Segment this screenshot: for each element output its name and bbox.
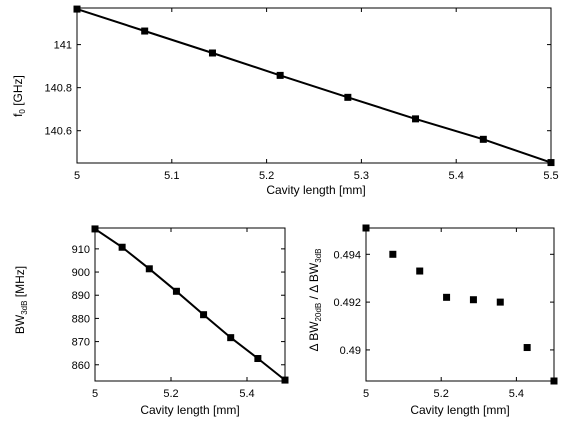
- bottom-right-y-axis-label: Δ BW20dB / Δ BW3dB: [307, 249, 323, 352]
- data-point-marker: [443, 293, 451, 301]
- x-tick-label: 5.2: [259, 170, 274, 182]
- bottom-left-x-axis-label: Cavity length [mm]: [140, 403, 239, 417]
- data-point-marker: [91, 225, 99, 233]
- data-point-marker: [344, 93, 352, 101]
- x-tick-label: 5.4: [509, 388, 524, 400]
- y-tick-label: 141: [54, 40, 72, 52]
- x-tick-label: 5: [363, 388, 369, 400]
- y-tick-label: 140.8: [44, 83, 72, 95]
- data-point-marker: [73, 5, 81, 13]
- top-y-axis-label: f0 [GHz]: [11, 75, 27, 117]
- top-x-axis-label: Cavity length [mm]: [266, 183, 365, 197]
- data-point-marker: [208, 49, 216, 57]
- data-point-marker: [276, 71, 284, 79]
- y-tick-label: 140.6: [44, 126, 72, 138]
- data-point-marker: [141, 27, 149, 35]
- x-tick-label: 5.3: [354, 170, 369, 182]
- y-tick-label: 910: [72, 244, 90, 256]
- data-point-marker: [523, 344, 531, 352]
- y-tick-label: 900: [72, 267, 90, 279]
- data-point-marker: [389, 250, 397, 258]
- bottom-right-x-axis-label: Cavity length [mm]: [410, 403, 509, 417]
- data-point-marker: [172, 287, 180, 295]
- y-tick-label: 880: [72, 313, 90, 325]
- data-point-marker: [200, 311, 208, 319]
- y-tick-label: 0.49: [340, 345, 361, 357]
- y-tick-label: 890: [72, 290, 90, 302]
- data-point-marker: [416, 267, 424, 275]
- series-line: [76, 8, 552, 164]
- y-tick-label: 0.492: [333, 297, 361, 309]
- data-point-marker: [496, 298, 504, 306]
- data-point-marker: [550, 377, 558, 385]
- x-tick-label: 5: [92, 388, 98, 400]
- data-point-marker: [479, 135, 487, 143]
- plot-frame: [365, 227, 555, 382]
- x-tick-label: 5.2: [163, 388, 178, 400]
- x-tick-label: 5.5: [543, 170, 558, 182]
- bandwidth-ratio-chart: Cavity length [mm] Δ BW20dB / Δ BW3dB 5 5…: [307, 224, 558, 417]
- x-tick-label: 5.4: [449, 170, 464, 182]
- bandwidth-chart: Cavity length [mm] BW3dB [MHz] 5 5.2 5.4 86…: [13, 225, 289, 417]
- x-tick-label: 5.1: [164, 170, 179, 182]
- x-tick-label: 5: [74, 170, 80, 182]
- data-point-marker: [281, 376, 289, 384]
- data-point-marker: [469, 296, 477, 304]
- series-line: [94, 228, 286, 381]
- y-tick-label: 870: [72, 337, 90, 349]
- data-point-marker: [412, 115, 420, 123]
- frequency-chart: Cavity length [mm] f0 [GHz] 5 5.1 5.2 5.3 5.…: [11, 5, 559, 197]
- data-point-marker: [547, 159, 555, 167]
- data-point-marker: [118, 243, 126, 251]
- data-point-marker: [254, 355, 262, 363]
- x-tick-label: 5.4: [239, 388, 254, 400]
- data-point-marker: [362, 224, 370, 232]
- data-point-marker: [227, 334, 235, 342]
- x-tick-label: 5.2: [434, 388, 449, 400]
- y-tick-label: 860: [72, 360, 90, 372]
- data-point-marker: [145, 265, 153, 273]
- y-tick-label: 0.494: [333, 249, 361, 261]
- bottom-left-y-axis-label: BW3dB [MHz]: [13, 266, 29, 334]
